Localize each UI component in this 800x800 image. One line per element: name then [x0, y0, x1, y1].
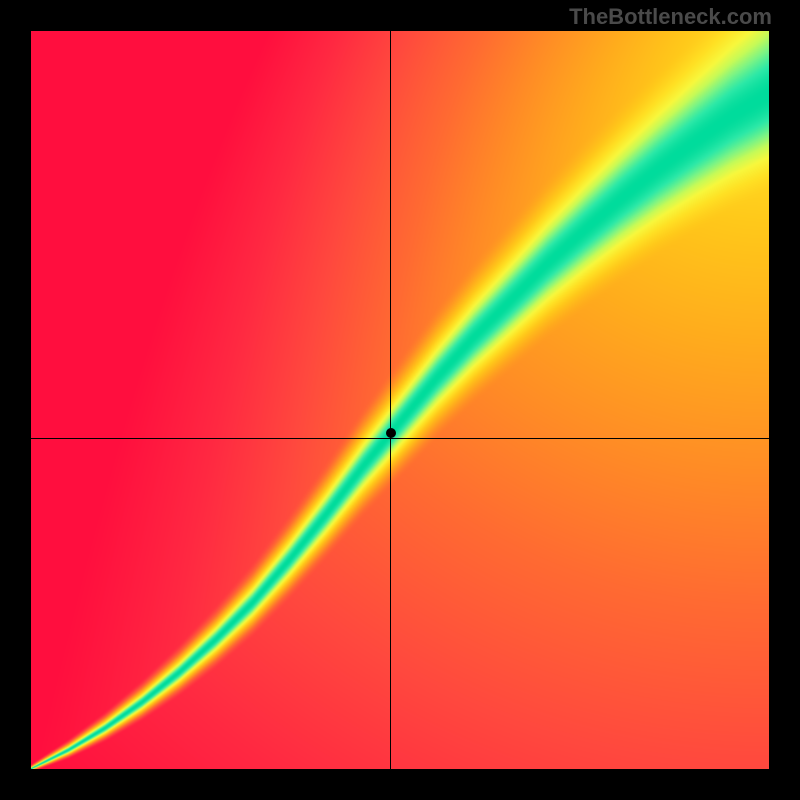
heatmap-canvas: [31, 31, 769, 769]
heatmap-plot-area: [31, 31, 769, 769]
crosshair-vertical: [390, 31, 391, 769]
watermark: TheBottleneck.com: [569, 4, 772, 30]
crosshair-horizontal: [31, 438, 769, 439]
marker-dot: [386, 428, 396, 438]
